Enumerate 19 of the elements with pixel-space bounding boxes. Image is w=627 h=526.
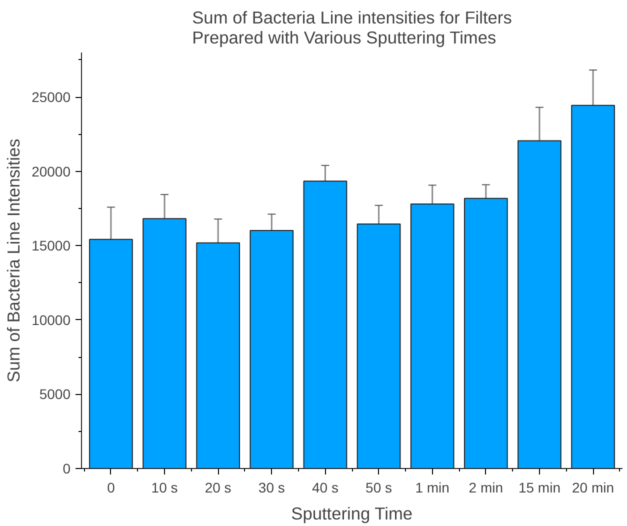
y-tick-label: 15000 [32,238,71,254]
y-tick-label: 10000 [32,312,71,328]
y-tick-label: 0 [62,460,71,476]
y-axis-title: Sum of Bacteria Line Intensities [4,138,24,382]
x-tick-label: 50 s [366,480,392,496]
x-axis-title: Sputtering Time [291,504,413,524]
x-tick-label: 30 s [258,480,285,496]
x-tick-label: 20 s [204,480,232,496]
y-tick-label: 20000 [32,163,71,180]
x-tick-label: 40 s [312,480,338,496]
x-tick-label: 20 min [572,480,614,496]
x-tick-label: 15 min [518,480,560,496]
chart-title: Sum of Bacteria Line intensities for Filters Prepared with Various Sputtering Times [192,8,512,48]
x-tick-label: 0 [107,480,116,496]
x-tick-label: 2 min [468,480,504,496]
y-tick-label: 5000 [39,386,71,402]
y-tick-label: 25000 [32,89,71,106]
x-tick-label: 10 s [151,480,178,496]
x-tick-label: 1 min [415,480,450,496]
